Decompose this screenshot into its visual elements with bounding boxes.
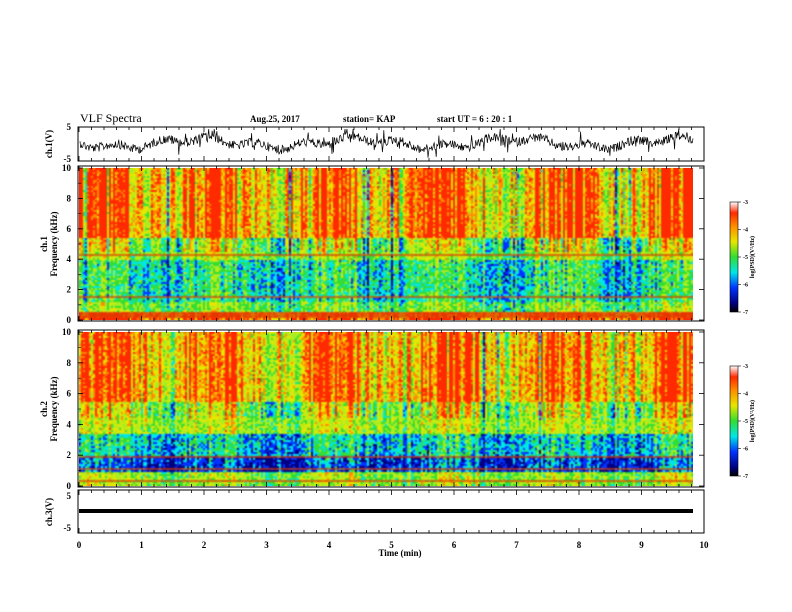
y-tick-label: 4 — [67, 419, 72, 429]
colorbar-tick-label: -4 — [743, 228, 748, 234]
colorbar-ch2-ticks: -3 -4 -5 -6 -7 — [738, 364, 748, 480]
ch1-waveform-line — [79, 128, 694, 158]
colorbar-ch2-label: log(PSD)(V²/Hz) — [749, 400, 756, 442]
y-tick-label: 10 — [62, 163, 72, 173]
ch1-spectrogram-image — [79, 168, 693, 320]
ch1-spec-yticks: 0 2 4 6 8 10 — [62, 163, 704, 325]
colorbar-ch1-ticks: -3 -4 -5 -6 -7 — [738, 200, 748, 316]
x-axis-label: Time (min) — [378, 548, 421, 558]
ch2-spec-ylabel-channel: ch.2 — [39, 401, 49, 417]
ch1-wave-ytick-bottom: -5 — [64, 154, 72, 164]
x-tick-label: 3 — [264, 540, 269, 550]
colorbar-tick-label: -3 — [743, 364, 748, 370]
y-tick-label: 8 — [67, 193, 72, 203]
y-tick-label: 4 — [67, 254, 72, 264]
ch2-spec-ylabel: Frequency (kHz) — [49, 376, 59, 441]
ch3-wave-xticks — [78, 490, 705, 533]
colorbar-tick-label: -7 — [743, 474, 748, 480]
x-tick-label: 4 — [327, 540, 332, 550]
ch2-spectrogram-image — [79, 332, 693, 486]
y-tick-label: 6 — [67, 389, 72, 399]
y-tick-label: 10 — [62, 327, 72, 337]
y-tick-label: 2 — [67, 450, 72, 460]
ch1-spectrogram-frame — [77, 165, 705, 322]
station-label: station= KAP — [343, 114, 396, 124]
colorbar-tick-label: -6 — [743, 283, 748, 289]
y-tick-label: 0 — [67, 315, 72, 325]
start-time-label: start UT = 6 : 20 : 1 — [437, 114, 513, 124]
ch3-wave-ytick-top: 5 — [67, 491, 72, 501]
x-tick-label: 1 — [139, 540, 144, 550]
ch1-waveform-panel: 5 -5 ch.1(V) — [44, 122, 705, 164]
colorbar-ch1: -3 -4 -5 -6 -7 log(PSD)(V²/Hz) — [729, 200, 756, 316]
colorbar-ch1-bar — [729, 201, 739, 313]
ch1-wave-ylabel: ch.1(V) — [44, 130, 54, 158]
x-tick-label: 9 — [639, 540, 644, 550]
figure-title: VLF Spectra — [80, 111, 142, 125]
x-tick-label: 2 — [202, 540, 207, 550]
x-tick-label: 8 — [577, 540, 582, 550]
time-axis-labels: 0 1 2 3 4 5 6 7 8 9 10 — [77, 540, 709, 550]
ch3-wave-ylabel: ch.3(V) — [44, 498, 54, 526]
ch1-spec-ylabel-channel: ch.1 — [39, 236, 49, 252]
ch1-waveform-frame — [77, 126, 705, 162]
y-tick-label: 6 — [67, 224, 72, 234]
ch2-spectrogram-panel: 0 2 4 6 8 10 ch.2 Frequency (kHz) — [39, 327, 705, 491]
y-tick-label: 2 — [67, 285, 72, 295]
ch2-spec-yticks: 0 2 4 6 8 10 — [62, 327, 704, 491]
ch3-wave-ytick-bottom: -5 — [64, 523, 72, 533]
colorbar-tick-label: -5 — [743, 255, 748, 261]
ch3-waveform-frame — [77, 489, 705, 534]
colorbar-tick-label: -4 — [743, 392, 748, 398]
ch1-wave-ytick-top: 5 — [67, 122, 72, 132]
ch2-spec-xticks — [78, 330, 705, 487]
ch1-spectrogram-panel: 0 2 4 6 8 10 ch.1 Frequency (kHz) — [39, 163, 705, 325]
y-tick-label: 0 — [67, 481, 72, 491]
ch1-spec-ylabel: Frequency (kHz) — [49, 211, 59, 276]
ch1-wave-xticks — [78, 127, 705, 161]
x-tick-label: 10 — [700, 540, 710, 550]
colorbar-ch2: -3 -4 -5 -6 -7 log(PSD)(V²/Hz) — [729, 364, 756, 480]
colorbar-ch2-bar — [729, 365, 739, 477]
colorbar-tick-label: -7 — [743, 310, 748, 316]
colorbar-tick-label: -5 — [743, 419, 748, 425]
colorbar-tick-label: -6 — [743, 447, 748, 453]
colorbar-ch1-label: log(PSD)(V²/Hz) — [749, 236, 756, 278]
x-tick-label: 7 — [514, 540, 519, 550]
ch3-waveform-line — [79, 509, 693, 513]
date-label: Aug.25, 2017 — [250, 114, 300, 124]
colorbar-tick-label: -3 — [743, 200, 748, 206]
x-tick-label: 6 — [452, 540, 457, 550]
x-tick-label: 0 — [77, 540, 82, 550]
ch3-waveform-panel: 5 -5 ch.3(V) — [44, 489, 705, 534]
ch2-spectrogram-frame — [77, 329, 705, 488]
x-tick-label: 5 — [389, 540, 394, 550]
y-tick-label: 8 — [67, 358, 72, 368]
ch1-spec-xticks — [78, 166, 705, 321]
